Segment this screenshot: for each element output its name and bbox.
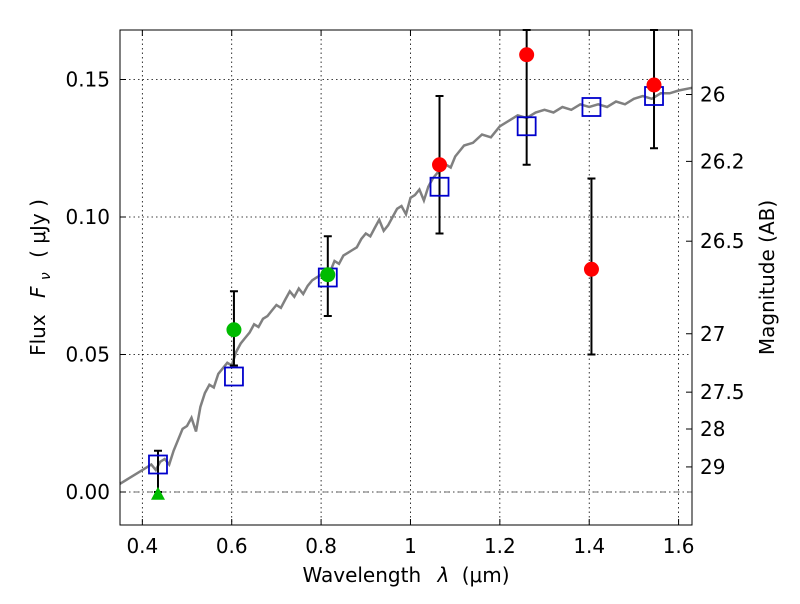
y-tick-label: 0.15 [65,68,110,92]
axis-ticks: 0.4 0.6 0.8 1 1.2 1.4 1.6 0.00 0.05 0.10 0.15 26 26.… [65,30,745,558]
grid [120,30,692,525]
y2-tick-label: 28 [700,417,725,441]
y-tick-label: 0.00 [65,480,110,504]
x-axis-label: Wavelength [302,563,421,587]
y2-tick-label: 26.5 [700,229,745,253]
upper-limit-triangle [150,486,165,500]
observed-red-point [432,157,448,173]
x-axis-unit: (μm) [462,563,510,587]
y-axis-symbol: F [26,286,50,298]
x-tick-label: 1 [404,534,417,558]
model-photometry-square [516,116,537,137]
y2-tick-label: 29 [700,455,725,479]
data-markers [148,47,664,500]
observed-red-point [646,77,662,93]
y2-tick-label: 27 [700,322,725,346]
x-axis-symbol: λ [437,563,450,587]
y-axis-subscript: ν [38,272,54,280]
y2-axis-title: Magnitude (AB) [755,200,779,355]
model-spectrum-line [119,86,693,485]
plot-frame [119,29,693,526]
x-tick-label: 1.2 [484,534,516,558]
observed-red-point [519,47,535,63]
observed-green-point [226,322,242,338]
observed-red-point [583,261,599,277]
x-axis-title: Wavelength λ (μm) [302,563,509,587]
model-photometry-square [581,97,602,117]
y-tick-label: 0.05 [65,343,110,367]
y2-tick-label: 26.2 [700,149,745,173]
y-axis-label: Flux [26,314,50,356]
x-tick-label: 0.4 [126,534,158,558]
y2-tick-label: 26 [700,83,725,107]
y-axis-title: Flux F ν ( μJy ) [26,199,55,356]
model-photometry-square [224,366,244,387]
y-axis-unit: ( μJy ) [26,199,50,258]
x-tick-label: 1.6 [663,534,695,558]
model-photometry-square [429,176,450,197]
x-tick-label: 0.8 [305,534,337,558]
y2-tick-label: 27.5 [700,380,745,404]
model-photometry-square [148,454,168,475]
y-tick-label: 0.10 [65,205,110,229]
x-tick-label: 0.6 [216,534,248,558]
observed-green-point [320,267,336,283]
x-tick-label: 1.4 [573,534,605,558]
